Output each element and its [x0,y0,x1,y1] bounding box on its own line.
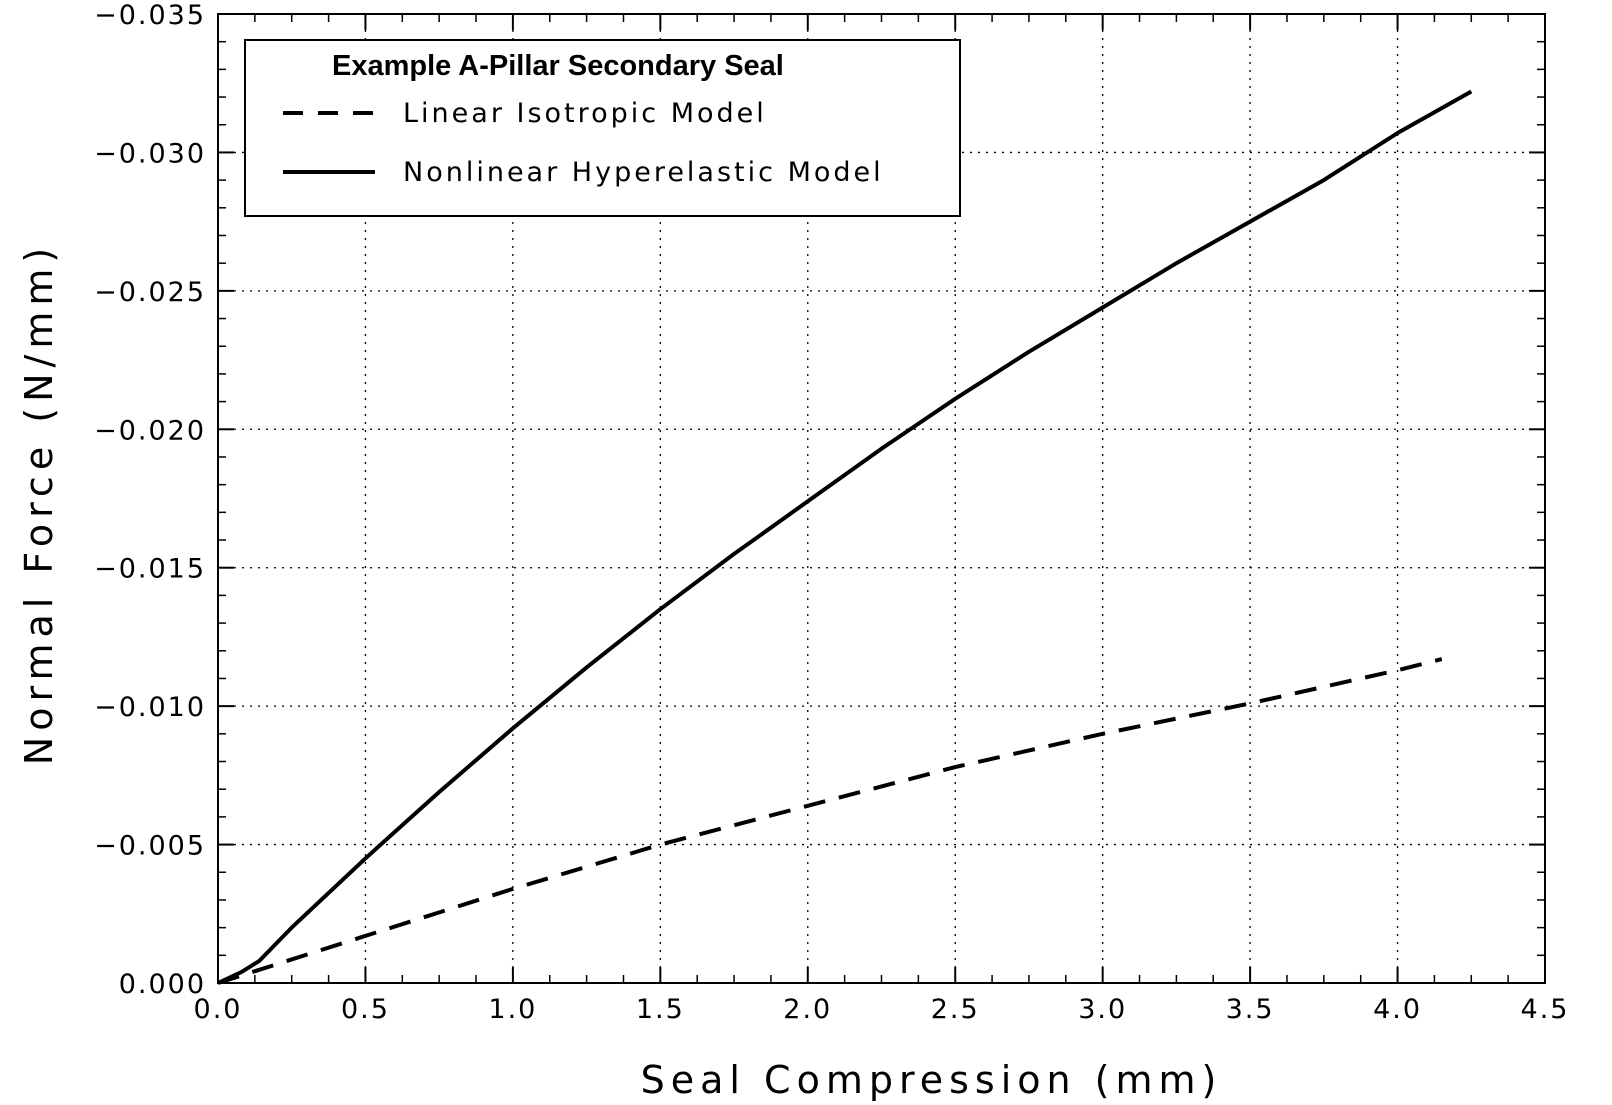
x-tick-label: 1.5 [636,994,685,1025]
legend-box [244,39,961,217]
y-tick-label: 0.000 [119,969,206,1000]
x-tick-label: 4.5 [1521,994,1570,1025]
series-line-linear [217,657,1443,985]
x-tick-label: 0.0 [194,994,243,1025]
y-tick-label: −0.030 [94,138,206,169]
y-tick-label: −0.020 [94,415,206,446]
x-tick-label: 2.0 [783,994,832,1025]
x-tick-label: 3.5 [1226,994,1275,1025]
axis-ticks [217,13,1546,984]
y-tick-label: −0.015 [94,554,206,585]
series-lines [217,89,1473,985]
x-tick-label: 2.5 [931,994,980,1025]
x-tick-label: 0.5 [341,994,390,1025]
y-tick-label: −0.025 [94,277,206,308]
legend: Example A-Pillar Secondary Seal Linear I… [244,39,961,217]
x-tick-label: 3.0 [1078,994,1127,1025]
series-line-nonlinear [217,89,1473,985]
legend-title: Example A-Pillar Secondary Seal [332,50,784,82]
y-axis-title: Normal Force (N/mm) [17,242,61,765]
y-tick-label: −0.010 [94,692,206,723]
x-tick-label: 4.0 [1373,994,1422,1025]
x-tick-label: 1.0 [488,994,537,1025]
y-tick-label: −0.035 [94,0,206,31]
legend-label-linear: Linear Isotropic Model [403,98,767,129]
y-tick-label: −0.005 [94,831,206,862]
x-axis-title: Seal Compression (mm) [641,1058,1223,1102]
tick-labels: 0.0 0.5 1.0 1.5 2.0 2.5 3.0 3.5 4.0 4.5 0.000 −0.00… [94,0,1570,1025]
legend-label-nonlinear: Nonlinear Hyperelastic Model [403,157,884,188]
